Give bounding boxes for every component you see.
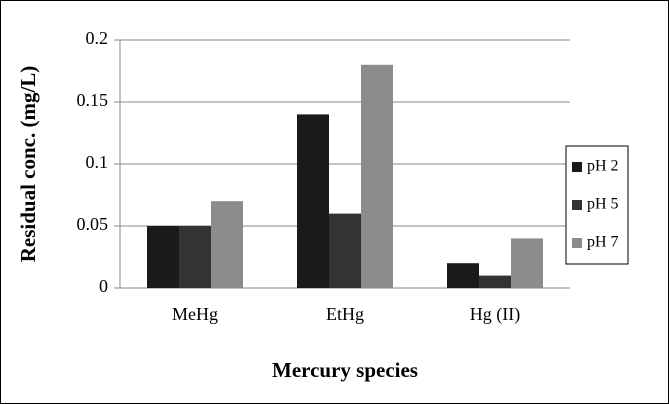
bar <box>479 275 511 288</box>
legend-label: pH 7 <box>587 234 619 251</box>
y-tick-label: 0 <box>99 276 108 296</box>
legend-swatch <box>572 200 582 210</box>
legend-swatch <box>572 162 582 172</box>
bar <box>511 238 543 288</box>
y-tick-label: 0.15 <box>77 90 109 110</box>
x-tick-label: Hg (II) <box>470 304 520 325</box>
y-tick-label: 0.05 <box>77 214 109 234</box>
bar <box>447 263 479 288</box>
bar <box>211 201 243 288</box>
y-axis-title: Residual conc. (mg/L) <box>16 66 40 263</box>
x-tick-label: MeHg <box>172 304 218 324</box>
bar <box>361 64 393 288</box>
x-axis-title: Mercury species <box>272 358 418 382</box>
x-tick-label: EtHg <box>326 304 364 324</box>
y-tick-label: 0.2 <box>86 28 109 48</box>
bar <box>179 226 211 288</box>
legend-label: pH 2 <box>587 158 619 175</box>
bar <box>147 226 179 288</box>
bar <box>329 213 361 288</box>
y-tick-label: 0.1 <box>86 152 109 172</box>
legend-swatch <box>572 238 582 248</box>
legend-label: pH 5 <box>587 196 619 213</box>
bar <box>297 114 329 289</box>
